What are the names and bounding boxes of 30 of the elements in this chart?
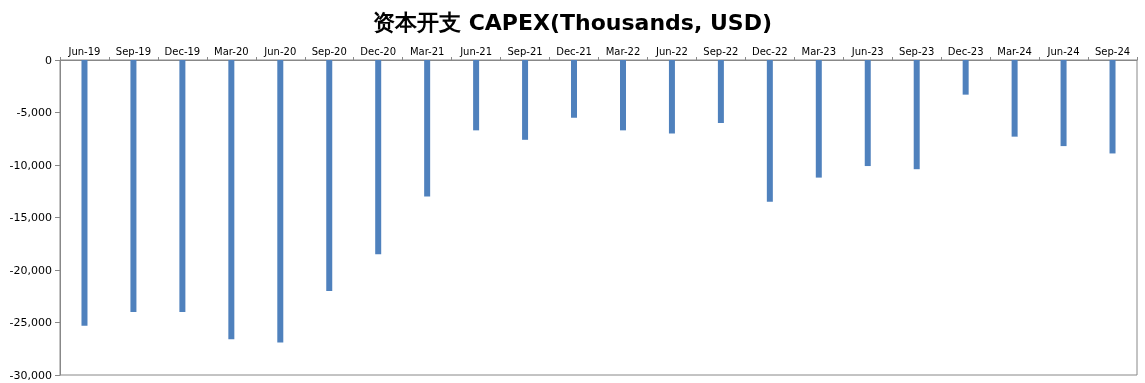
x-tick-label: Jun-24 <box>1046 45 1080 57</box>
x-tick-label: Sep-24 <box>1094 45 1131 57</box>
y-tick-label: -10,000 <box>9 158 52 172</box>
x-tick-label: Jun-23 <box>850 45 884 57</box>
chart-title: 资本开支 CAPEX(Thousands, USD) <box>373 9 772 35</box>
y-tick-label: 0 <box>45 53 52 67</box>
x-tick-label: Jun-20 <box>263 45 297 57</box>
y-tick-label: -15,000 <box>9 211 52 224</box>
x-tick-label: Jun-22 <box>654 45 688 57</box>
y-tick-label: -25,000 <box>9 316 52 329</box>
x-tick-label: Sep-23 <box>899 45 935 57</box>
y-tick-label: -5,000 <box>16 106 52 119</box>
x-tick-label: Mar-22 <box>605 45 641 57</box>
y-tick-label: -20,000 <box>9 263 52 277</box>
x-tick-label: Dec-20 <box>360 45 397 57</box>
x-tick-label: Sep-22 <box>703 45 739 57</box>
x-tick-label: Mar-24 <box>997 45 1032 57</box>
x-tick-label: Jun-21 <box>459 45 493 57</box>
x-tick-label: Sep-20 <box>311 45 347 57</box>
y-tick-label: -30,000 <box>9 368 52 382</box>
x-tick-label: Mar-20 <box>214 45 249 57</box>
x-tick-label: Dec-21 <box>556 45 592 57</box>
x-tick-label: Sep-21 <box>507 45 543 57</box>
x-tick-label: Dec-23 <box>947 45 984 57</box>
x-tick-label: Dec-22 <box>752 45 788 57</box>
x-tick-label: Dec-19 <box>164 45 201 57</box>
x-tick-label: Mar-23 <box>801 45 837 57</box>
x-tick-label: Sep-19 <box>115 45 152 57</box>
x-tick-label: Mar-21 <box>409 45 445 57</box>
x-tick-label: Jun-19 <box>67 45 101 57</box>
